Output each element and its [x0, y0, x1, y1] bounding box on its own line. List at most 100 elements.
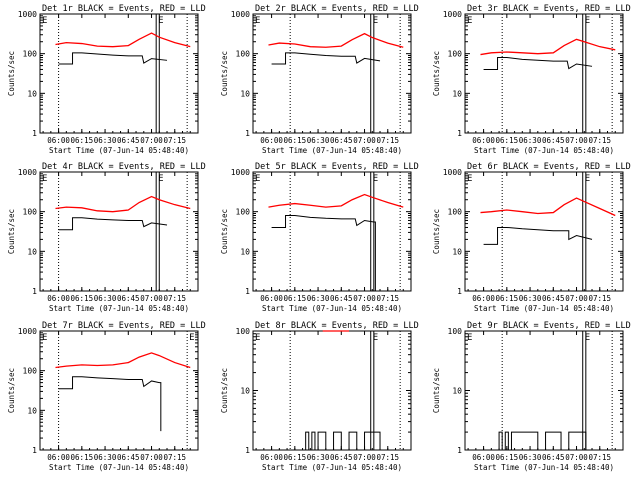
legend-marker: E: [189, 333, 194, 343]
panel-title: Det 8r BLACK = Events, RED = LLD: [255, 321, 419, 331]
panel-det-2: Det 2r BLACK = Events, RED = LLD 1 10 100 10…: [220, 4, 419, 155]
x-tick-label: 06:45: [330, 453, 353, 462]
y-tick-label: 10: [240, 247, 250, 256]
y-tick-label: 100: [236, 50, 251, 59]
x-axis-label: Start Time (07-Jun-14 05:48:40): [49, 146, 189, 155]
legend-marker: E: [255, 16, 260, 26]
lld-series-line: [55, 32, 191, 48]
legend-marker: E: [373, 16, 378, 26]
x-tick-label: 06:00: [472, 453, 495, 462]
y-tick-label: 1: [32, 446, 37, 455]
legend-marker: E: [42, 333, 47, 343]
panel-title: Det 6r BLACK = Events, RED = LLD: [467, 162, 631, 172]
panel-det-8: Det 8r BLACK = Events, RED = LLD 1 10 100 Co…: [220, 321, 419, 472]
y-axis-label: Counts/sec: [432, 368, 441, 413]
lld-series-line: [268, 32, 404, 48]
x-tick-label: 06:00: [47, 294, 70, 303]
plot-frame: [39, 330, 199, 451]
panel-title: Det 1r BLACK = Events, RED = LLD: [42, 4, 206, 14]
legend-marker: E: [585, 16, 590, 26]
legend-marker: E: [42, 16, 47, 26]
y-tick-label: 1000: [18, 168, 37, 177]
legend-marker: E: [585, 333, 590, 343]
y-tick-label: 1000: [18, 327, 37, 336]
y-axis-label: Counts/sec: [7, 368, 16, 413]
y-axis-label: Counts/sec: [432, 209, 441, 254]
legend-marker: E: [42, 174, 47, 184]
y-tick-label: 100: [448, 50, 463, 59]
x-tick-label: 06:30: [94, 294, 117, 303]
x-tick-label: 07:00: [353, 294, 376, 303]
y-axis-label: Counts/sec: [7, 51, 16, 96]
plot-frame: [39, 171, 199, 292]
y-tick-label: 1000: [443, 168, 462, 177]
x-tick-label: 06:30: [519, 136, 542, 145]
x-tick-label: 07:15: [376, 136, 399, 145]
panel-det-3: Det 3r BLACK = Events, RED = LLD 1 10 100 10…: [432, 4, 631, 155]
plot-frame: [252, 13, 412, 134]
panel-title: Det 5r BLACK = Events, RED = LLD: [255, 162, 419, 172]
x-tick-label: 06:45: [330, 294, 353, 303]
y-tick-label: 100: [448, 208, 463, 217]
panel-det-5: Det 5r BLACK = Events, RED = LLD 1 10 100 10…: [220, 162, 419, 313]
x-axis-label: Start Time (07-Jun-14 05:48:40): [49, 463, 189, 472]
x-tick-label: 06:45: [330, 136, 353, 145]
panel-det-6: Det 6r BLACK = Events, RED = LLD 1 10 100 10…: [432, 162, 631, 313]
x-tick-label: 06:00: [47, 136, 70, 145]
x-tick-label: 06:30: [94, 453, 117, 462]
legend-marker: E: [467, 174, 472, 184]
y-tick-label: 1: [245, 446, 250, 455]
x-tick-label: 06:00: [260, 294, 283, 303]
x-axis-label: Start Time (07-Jun-14 05:48:40): [474, 304, 614, 313]
x-tick-label: 07:00: [565, 294, 588, 303]
legend-marker: E: [255, 333, 260, 343]
events-series-line: [58, 217, 168, 231]
y-tick-label: 100: [23, 367, 38, 376]
x-tick-label: 06:00: [472, 136, 495, 145]
y-tick-label: 100: [23, 208, 38, 217]
panel-det-7: Det 7r BLACK = Events, RED = LLD 1 10 100 10…: [7, 321, 206, 472]
plot-frame: [252, 171, 412, 292]
x-tick-label: 06:30: [307, 294, 330, 303]
y-tick-label: 10: [452, 89, 462, 98]
legend-marker: E: [373, 174, 378, 184]
x-tick-label: 06:30: [519, 453, 542, 462]
panel-title: Det 9r BLACK = Events, RED = LLD: [467, 321, 631, 331]
y-tick-label: 10: [240, 89, 250, 98]
y-tick-label: 10: [240, 387, 250, 396]
lld-series-line: [268, 193, 404, 208]
panel-det-9: Det 9r BLACK = Events, RED = LLD 1 10 100 Co…: [432, 321, 631, 472]
x-tick-label: 06:15: [71, 453, 94, 462]
x-tick-label: 06:15: [284, 453, 307, 462]
x-tick-label: 06:15: [496, 453, 519, 462]
x-tick-label: 06:00: [472, 294, 495, 303]
x-tick-label: 06:00: [260, 136, 283, 145]
x-tick-label: 07:00: [353, 453, 376, 462]
y-tick-label: 10: [27, 406, 37, 415]
x-tick-label: 07:00: [140, 294, 163, 303]
x-tick-label: 07:15: [163, 136, 186, 145]
plot-frame: [464, 13, 624, 134]
x-tick-label: 06:45: [542, 136, 565, 145]
x-tick-label: 07:00: [140, 136, 163, 145]
y-tick-label: 100: [23, 50, 38, 59]
y-tick-label: 1: [457, 129, 462, 138]
events-series-line: [483, 431, 587, 451]
x-tick-label: 07:15: [376, 453, 399, 462]
y-tick-label: 100: [236, 327, 251, 336]
y-tick-label: 1000: [231, 10, 250, 19]
plot-frame: [252, 330, 412, 451]
x-tick-label: 07:15: [588, 136, 611, 145]
y-tick-label: 100: [448, 327, 463, 336]
x-tick-label: 07:00: [140, 453, 163, 462]
x-axis-label: Start Time (07-Jun-14 05:48:40): [262, 146, 402, 155]
y-tick-label: 1000: [18, 10, 37, 19]
x-axis-label: Start Time (07-Jun-14 05:48:40): [262, 304, 402, 313]
events-series-line: [483, 226, 593, 245]
legend-marker: E: [373, 333, 378, 343]
y-tick-label: 1: [32, 287, 37, 296]
x-tick-label: 06:15: [496, 136, 519, 145]
x-tick-label: 06:45: [117, 453, 140, 462]
legend-marker: E: [158, 16, 163, 26]
x-tick-label: 07:15: [376, 294, 399, 303]
